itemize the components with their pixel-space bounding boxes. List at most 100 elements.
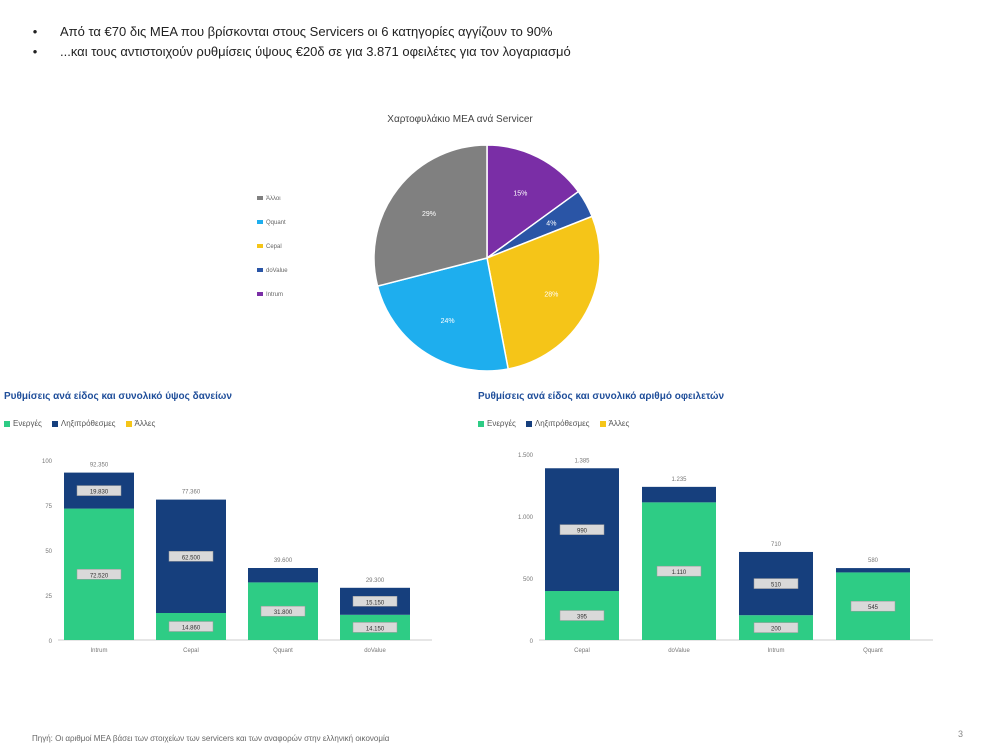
bullet-list: • Από τα €70 δις ΜΕΑ που βρίσκονται στου… <box>28 22 968 62</box>
y-tick-label: 100 <box>42 459 53 465</box>
pie-legend-label: Intrum <box>266 292 283 298</box>
bullet-text: Από τα €70 δις ΜΕΑ που βρίσκονται στους … <box>60 24 553 39</box>
legend-swatch <box>525 420 532 427</box>
right-chart-legend: Ενεργές Ληξιπρόθεσμες Άλλες <box>478 419 629 428</box>
bar-total-label: 39.600 <box>274 558 293 564</box>
bar-value-box <box>352 622 398 633</box>
legend-entry: Ληξιπρόθεσμες <box>525 419 590 428</box>
y-tick-label: 25 <box>45 594 52 600</box>
pie-slice-1 <box>486 190 594 259</box>
bar-value-box <box>76 485 122 496</box>
x-category-label: Cepal <box>574 648 590 654</box>
y-tick-label: 500 <box>523 577 534 583</box>
bar-segment <box>642 486 716 503</box>
pie-slice-3 <box>376 257 510 372</box>
y-tick-label: 0 <box>530 639 534 645</box>
bullet-dot: • <box>32 44 38 59</box>
legend-entry: Άλλες <box>125 419 156 428</box>
bar-value-label: 1.110 <box>672 570 687 576</box>
pie-slice-label: 4% <box>546 221 556 228</box>
legend-label: Άλλες <box>608 419 630 428</box>
bullet-text: ...και τους αντιστοιχούν ρυθμίσεις ύψους… <box>60 44 571 59</box>
legend-label: Ληξιπρόθεσμες <box>534 419 590 428</box>
y-tick-label: 0 <box>49 639 53 645</box>
bar-segment <box>248 568 318 583</box>
y-tick-label: 50 <box>45 549 52 555</box>
bar-value-box <box>850 600 896 612</box>
bar-value-label: 19.830 <box>90 490 109 496</box>
x-category-label: Intrum <box>767 648 784 654</box>
legend-label: Ληξιπρόθεσμες <box>60 419 116 428</box>
x-category-label: doValue <box>364 648 386 654</box>
bar-value-box <box>559 610 605 621</box>
bar-total-label: 1.385 <box>574 458 590 464</box>
bar-value-box <box>753 622 799 633</box>
bar-value-label: 14.150 <box>366 626 385 632</box>
legend-swatch <box>4 420 10 427</box>
pie-legend-label: doValue <box>266 268 288 274</box>
bar-value-box <box>76 569 122 580</box>
legend-swatch <box>51 420 58 427</box>
bar-value-label: 395 <box>577 615 588 621</box>
pie-slice-4 <box>373 144 488 288</box>
bar-total-label: 77.360 <box>182 490 201 496</box>
pie-slice-0 <box>486 144 580 260</box>
bar-value-box <box>656 565 702 577</box>
legend-label: Άλλες <box>134 419 156 428</box>
bullet-item: • ...και τους αντιστοιχούν ρυθμίσεις ύψο… <box>28 42 968 62</box>
pie-slice-label: 29% <box>422 211 436 218</box>
bullet-dot: • <box>32 24 38 39</box>
x-category-label: Qquant <box>273 648 293 654</box>
y-tick-label: 75 <box>45 504 52 510</box>
bar-value-label: 510 <box>771 583 782 589</box>
bullet-item: • Από τα €70 δις ΜΕΑ που βρίσκονται στου… <box>28 22 968 42</box>
left-chart-legend: Ενεργές Ληξιπρόθεσμες Άλλες <box>4 419 155 428</box>
bar-value-label: 545 <box>868 605 879 611</box>
bar-value-box <box>168 621 214 632</box>
legend-entry: Άλλες <box>599 419 630 428</box>
y-tick-label: 1.500 <box>518 453 534 459</box>
bar-value-box <box>352 596 398 607</box>
pie-slice-label: 24% <box>441 318 455 325</box>
source-footnote: Πηγή: Οι αριθμοί ΜΕΑ βάσει των στοιχείων… <box>32 734 390 743</box>
legend-swatch <box>599 420 606 427</box>
right-chart-title: Ρυθμίσεις ανά είδος και συνολικό αριθμό … <box>478 391 725 402</box>
pie-legend-label: Qquant <box>266 220 286 226</box>
pie-chart-title: Χαρτοφυλάκιο ΜΕΑ ανά Servicer <box>387 114 533 125</box>
bar-total-label: 92.350 <box>90 463 109 469</box>
legend-entry: Ληξιπρόθεσμες <box>51 419 116 428</box>
pie-legend-swatch <box>257 292 263 296</box>
bar-segment <box>836 568 910 573</box>
pie-slice-label: 15% <box>513 191 527 198</box>
right-bar-chart: 1.500 1.000 500 0 395 990 1.385 Cepal 1.110 1.235… <box>518 453 933 654</box>
bar-value-box <box>260 605 306 617</box>
bar-value-box <box>559 524 605 535</box>
bar-total-label: 710 <box>771 542 782 548</box>
pie-slice-label: 28% <box>544 291 558 298</box>
x-category-label: doValue <box>668 648 690 654</box>
pie-legend-swatch <box>257 268 263 272</box>
pie-legend-swatch <box>257 244 263 248</box>
left-bar-chart: 100 75 50 25 0 72.520 19.830 92.350 Intrum 14.860… <box>42 459 432 654</box>
bar-value-box <box>168 551 214 562</box>
x-category-label: Qquant <box>863 648 883 654</box>
bar-value-label: 15.150 <box>366 600 385 606</box>
pie-legend-swatch <box>257 220 263 224</box>
bar-total-label: 29.300 <box>366 578 385 584</box>
bar-total-label: 580 <box>868 558 879 564</box>
legend-swatch <box>478 420 484 427</box>
x-category-label: Intrum <box>90 648 107 654</box>
bar-value-label: 990 <box>577 529 588 535</box>
legend-label: Ενεργές <box>487 419 516 428</box>
y-tick-label: 1.000 <box>518 515 534 521</box>
pie-slice-2 <box>486 215 601 370</box>
legend-entry: Ενεργές <box>4 419 42 428</box>
bar-total-label: 1.235 <box>671 477 687 483</box>
page-number: 3 <box>958 729 964 739</box>
pie-legend-label: Άλλοι <box>266 196 281 202</box>
bar-value-label: 14.860 <box>182 626 201 632</box>
bar-value-label: 62.500 <box>182 555 201 561</box>
legend-swatch <box>125 420 132 427</box>
bar-value-label: 200 <box>771 627 782 633</box>
legend-label: Ενεργές <box>13 419 42 428</box>
